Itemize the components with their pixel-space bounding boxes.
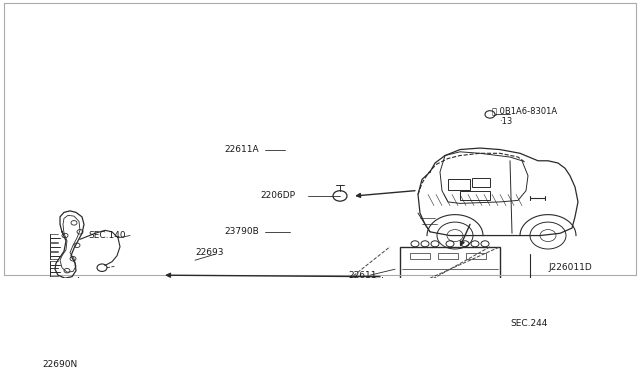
Text: 22611A: 22611A <box>224 145 259 154</box>
Text: SEC.140: SEC.140 <box>88 231 125 240</box>
Text: 23790B: 23790B <box>224 227 259 236</box>
Bar <box>460 191 490 200</box>
Text: 22611: 22611 <box>348 271 376 280</box>
Text: J226011D: J226011D <box>548 263 592 272</box>
Text: Ⓐ 0B1A6-8301A: Ⓐ 0B1A6-8301A <box>492 106 557 115</box>
Text: 22690N: 22690N <box>42 360 77 369</box>
Bar <box>438 253 458 259</box>
Bar <box>225 314 387 326</box>
Text: SEC.244: SEC.244 <box>510 318 547 328</box>
Bar <box>410 253 430 259</box>
Bar <box>472 178 490 187</box>
Text: ·13: ·13 <box>499 117 512 126</box>
Bar <box>400 247 500 314</box>
Bar <box>448 179 470 190</box>
Bar <box>466 253 486 259</box>
Text: 2206DP: 2206DP <box>260 192 295 201</box>
Text: 22693: 22693 <box>195 248 223 257</box>
